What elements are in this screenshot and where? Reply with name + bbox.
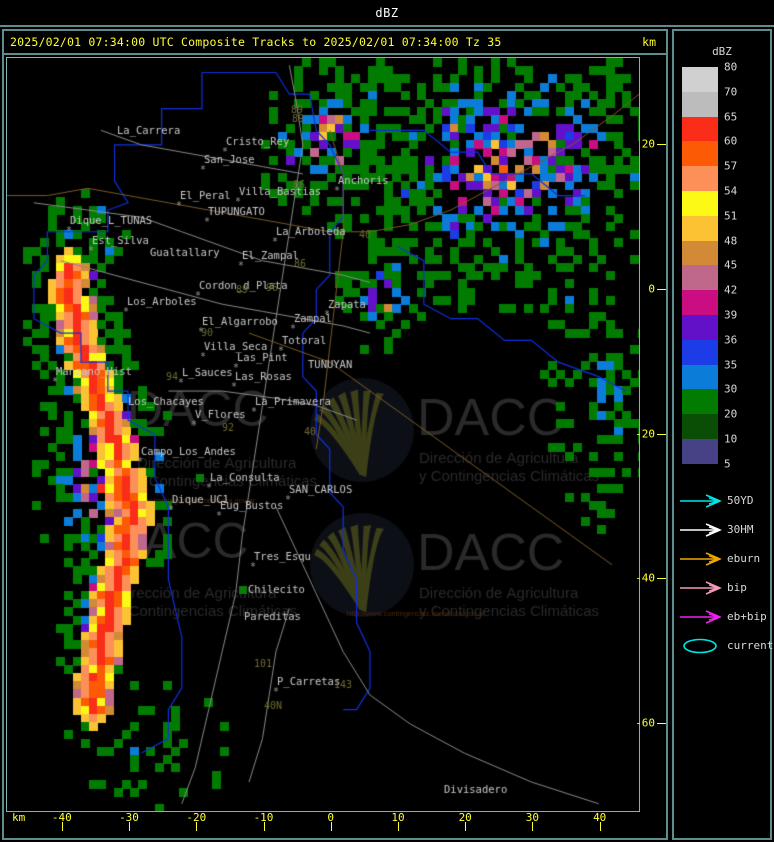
x-axis-unit-label: km	[12, 811, 26, 824]
colorbar-tick-label: 57	[724, 159, 738, 173]
colorbar-tick-label: 20	[724, 407, 738, 421]
y-axis-tick	[657, 288, 666, 290]
track-legend-label: 30HM	[727, 523, 754, 536]
track-legend-label: eburn	[727, 552, 761, 565]
colorbar-tick-label: 39	[724, 308, 738, 322]
y-axis-tick-label: 20	[641, 137, 655, 151]
y-axis-unit-label: km	[642, 35, 656, 49]
x-axis-tick-label: -10	[253, 811, 274, 824]
colorbar-tick-label: 60	[724, 134, 738, 148]
colorbar-swatch	[682, 67, 718, 92]
window-title: dBZ	[375, 5, 399, 20]
x-axis-tick	[196, 822, 198, 831]
track-legend-label: bip	[727, 581, 747, 594]
colorbar-tick-label: 51	[724, 209, 738, 223]
track-arrow-icon	[678, 580, 722, 596]
colorbar-swatch	[682, 414, 718, 439]
track-arrow-icon	[678, 609, 722, 625]
colorbar-swatch	[682, 389, 718, 415]
colorbar-swatch	[682, 290, 718, 315]
colorbar-tick-label: 45	[724, 258, 738, 272]
y-axis-tick-label: -60	[635, 716, 655, 730]
y-axis-tick-label: 0	[648, 282, 655, 296]
x-axis-tick-label: 10	[391, 811, 405, 824]
y-axis-tick-label: -20	[635, 427, 655, 440]
colorbar-tick-label: 30	[724, 382, 738, 396]
colorbar-swatch	[682, 166, 718, 191]
y-axis-tick	[657, 143, 666, 145]
colorbar-swatch	[682, 364, 718, 390]
colorbar-swatch	[682, 215, 718, 241]
colorbar-tick-label: 35	[724, 358, 738, 372]
colorbar-swatches	[682, 67, 718, 464]
radar-map-canvas[interactable]	[7, 58, 639, 811]
x-axis-tick	[599, 822, 601, 831]
x-axis: km -40 -30 -20 -10 0 10 20 30 40	[4, 811, 666, 838]
colorbar-swatch	[682, 190, 718, 216]
y-axis-tick	[657, 578, 666, 580]
colorbar-swatch	[682, 240, 718, 266]
colorbar-tick-label: 70	[724, 85, 738, 99]
x-axis-tick-label: -20	[186, 811, 207, 824]
x-axis-tick	[532, 822, 534, 831]
colorbar-tick-label: 42	[724, 283, 738, 297]
track-arrow-icon	[678, 551, 722, 567]
track-legend-item: current	[678, 631, 774, 660]
y-axis-tick	[657, 723, 666, 725]
x-axis-tick-label: -40	[51, 811, 72, 824]
colorbar-swatch	[682, 339, 718, 365]
x-axis-tick	[129, 822, 130, 831]
timestamp-infobar: 2025/02/01 07:34:00 UTC Composite Tracks…	[4, 31, 666, 55]
x-axis-tick-label: 40	[593, 811, 607, 824]
colorbar-tick-label: 5	[724, 457, 731, 471]
track-legend-label: eb+bip	[727, 610, 767, 623]
track-legend-item: 30HM	[678, 515, 774, 544]
colorbar-swatch	[682, 265, 718, 291]
colorbar-swatch	[682, 91, 718, 117]
track-legend: 50YD 30HM eburn bip eb+bip current	[678, 486, 774, 660]
x-axis-tick	[398, 822, 399, 831]
x-axis-tick-label: 0	[327, 811, 334, 824]
track-arrow-icon	[678, 493, 722, 509]
y-axis-tick	[657, 433, 666, 435]
colorbar-tick-label: 36	[724, 333, 738, 347]
legend-panel: dBZ 80 70 65 60 57 54 51 48 45 42 39 36 35 30 20 10 5 50…	[672, 29, 774, 840]
track-legend-item: bip	[678, 573, 774, 602]
colorbar-swatch	[682, 314, 718, 340]
window-titlebar: dBZ	[0, 0, 774, 27]
x-axis-tick-label: 20	[458, 811, 472, 824]
x-axis-tick	[61, 822, 63, 831]
current-ellipse-icon	[678, 638, 722, 654]
track-arrow-icon	[678, 522, 722, 538]
colorbar-swatch	[682, 116, 718, 142]
y-axis-tick-label: -40	[635, 571, 655, 585]
colorbar-tick-label: 65	[724, 110, 738, 124]
x-axis-tick	[263, 822, 265, 831]
colorbar-tick-label: 80	[724, 60, 738, 74]
map-panel: 2025/02/01 07:34:00 UTC Composite Tracks…	[2, 29, 668, 840]
track-legend-item: eburn	[678, 544, 774, 573]
y-axis: 20 0 -20 -40 -60	[635, 57, 666, 812]
timestamp-text: 2025/02/01 07:34:00 UTC Composite Tracks…	[10, 35, 502, 49]
x-axis-tick	[330, 822, 332, 831]
x-axis-tick-label: -30	[119, 811, 139, 824]
x-axis-tick-label: 30	[525, 811, 540, 824]
track-legend-label: 50YD	[727, 494, 754, 507]
colorbar-tick-label: 10	[724, 432, 738, 446]
track-legend-item: 50YD	[678, 486, 774, 515]
colorbar-swatch	[682, 438, 718, 464]
colorbar-swatch	[682, 141, 718, 167]
x-axis-tick	[465, 822, 467, 831]
colorbar-tick-label: 48	[724, 234, 738, 248]
track-legend-label: current	[727, 639, 774, 652]
colorbar-title: dBZ	[712, 45, 732, 58]
colorbar-tick-label: 54	[724, 184, 738, 198]
track-legend-item: eb+bip	[678, 602, 774, 631]
radar-map-canvas-wrapper[interactable]	[6, 57, 640, 812]
